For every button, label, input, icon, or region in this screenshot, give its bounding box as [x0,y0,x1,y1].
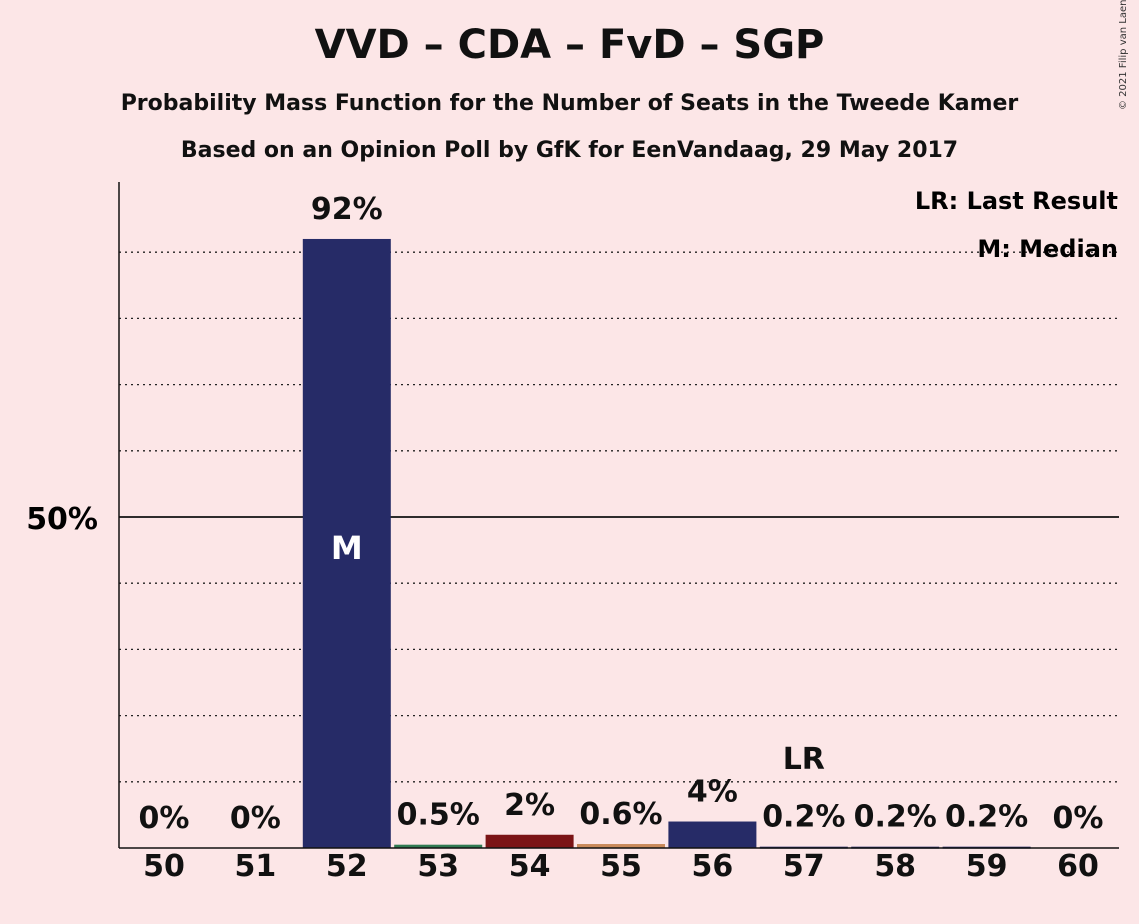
x-tick-label-51: 51 [235,849,277,884]
bar-55 [577,844,665,848]
data-label-57: 0.2% [762,800,845,835]
data-label-60: 0% [1053,801,1104,836]
gridlines [119,251,1119,783]
bar-56 [668,821,757,848]
data-label-55: 0.6% [579,797,662,832]
bars [302,238,1031,849]
x-tick-label-58: 58 [874,849,916,884]
data-label-53: 0.5% [397,798,480,833]
y-tick-label-50: 50% [26,502,98,537]
x-tick-label-53: 53 [417,849,459,884]
median-marker: M [331,529,363,567]
data-label-54: 2% [504,788,555,823]
x-tick-label-52: 52 [326,849,368,884]
x-tick-label-54: 54 [509,849,551,884]
chart-subtitle: Probability Mass Function for the Number… [120,91,1019,116]
data-label-51: 0% [230,801,281,836]
bar-52 [302,238,391,848]
data-labels: 0% 0%92%M0.5% 2% 0.6%4%0.2%LR0.2% 0.2% 0% [139,192,1104,836]
bar-53 [394,844,483,848]
legend-last-result: LR: Last Result [915,187,1118,215]
x-tick-label-56: 56 [692,849,734,884]
data-label-59: 0.2% [945,800,1028,835]
x-tick-label-55: 55 [600,849,642,884]
last-result-marker: LR [783,742,825,777]
chart-title: VVD – CDA – FvD – SGP [314,22,825,68]
data-label-58: 0.2% [854,800,937,835]
data-label-52: 92% [311,192,383,227]
data-label-56: 4% [687,775,738,810]
chart-subtitle-source: Based on an Opinion Poll by GfK for EenV… [180,138,959,163]
bar-54 [485,834,574,848]
x-tick-label-59: 59 [966,849,1008,884]
x-tick-label-50: 50 [143,849,185,884]
x-tick-labels: 50 51 52 53 54 55 56 57 58 59 60 [143,849,1099,884]
x-tick-label-60: 60 [1057,849,1099,884]
x-tick-label-57: 57 [783,849,825,884]
legend-median: M: Median [977,235,1118,263]
data-label-50: 0% [139,801,190,836]
